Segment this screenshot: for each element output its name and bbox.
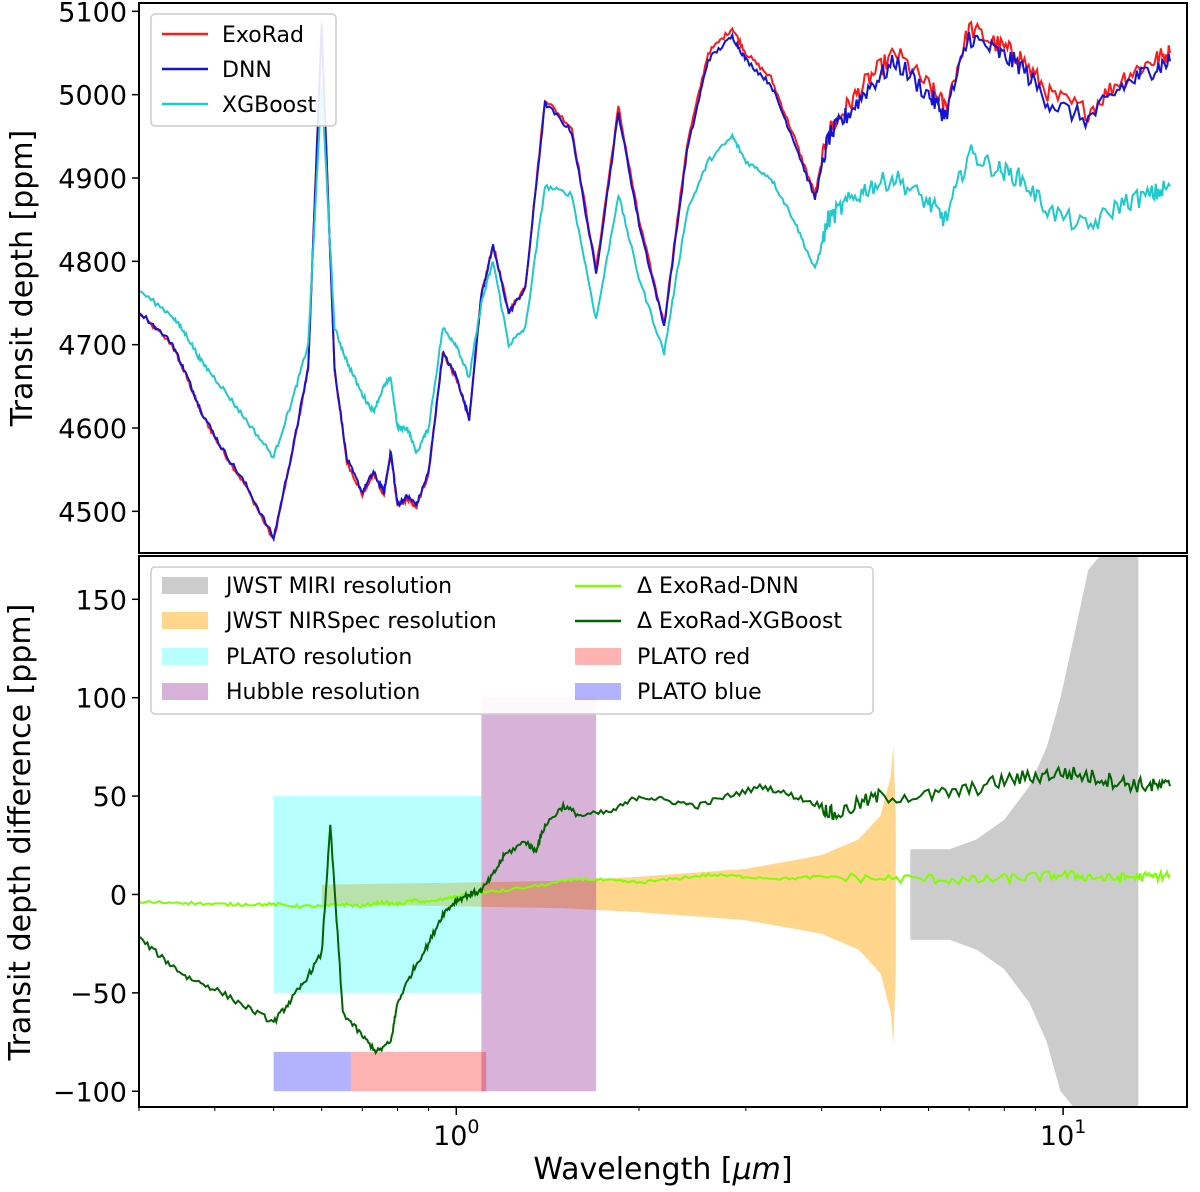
- legend-swatch-plato-blue: [575, 683, 621, 700]
- bottom-legend: JWST MIRI resolution JWST NIRSpec resolu…: [150, 566, 874, 715]
- x-axis-label-unit: μm: [732, 1152, 781, 1187]
- legend-label-plato: PLATO resolution: [226, 645, 412, 670]
- top-y-tick-label: 4900: [58, 164, 127, 195]
- band-plato-resolution: [273, 796, 482, 993]
- legend-swatch-plato-red: [575, 648, 621, 665]
- series-line-exorad-xgboost: [139, 765, 1171, 1056]
- bottom-legend-box: [150, 566, 874, 715]
- x-axis: 100 101: [138, 1107, 1086, 1152]
- top-y-tick-label: 5100: [58, 0, 127, 28]
- legend-swatch-nirspec: [162, 612, 208, 629]
- legend-label-plato-blue: PLATO blue: [637, 680, 762, 705]
- bottom-y-axis-label: Transit depth difference [ppm]: [3, 604, 38, 1062]
- legend-label-plato-red: PLATO red: [637, 645, 750, 670]
- band-hubble-resolution: [481, 697, 597, 1092]
- bottom-y-tick-label: 150: [75, 585, 127, 616]
- top-axes-frame: [138, 2, 1188, 554]
- x-axis-label: Wavelength [μm]: [533, 1152, 792, 1187]
- band-plato-blue: [273, 1051, 351, 1092]
- bottom-plot-area: [139, 765, 1171, 1056]
- x-tick-label: 100: [433, 1116, 479, 1152]
- bottom-bands: [273, 556, 1139, 1107]
- bottom-y-tick-label: 50: [93, 782, 127, 813]
- x-tick-label: 101: [1040, 1116, 1086, 1152]
- top-panel: 4500 4600 4700 4800 4900 5000 5100 Transit dep…: [5, 0, 1188, 554]
- band-jwst-nirspec-resolution: [321, 744, 896, 1044]
- legend-label-delta-dnn: Δ ExoRad-DNN: [637, 574, 799, 599]
- bottom-y-tick-label: −100: [53, 1077, 127, 1108]
- series-line-xgboost: [139, 87, 1171, 459]
- legend-label-xgboost: XGBoost: [222, 93, 317, 118]
- top-legend: ExoRad DNN XGBoost: [150, 13, 337, 127]
- bottom-axes-frame: [138, 555, 1188, 1108]
- legend-swatch-hubble: [162, 683, 208, 700]
- legend-swatch-plato: [162, 648, 208, 665]
- legend-label-hubble: Hubble resolution: [226, 680, 420, 705]
- bottom-panel: −100 −50 0 50 100 150 100 101 Transit depth di…: [3, 555, 1188, 1187]
- band-plato-red: [350, 1051, 487, 1092]
- top-y-axis: 4500 4600 4700 4800 4900 5000 5100: [58, 0, 139, 528]
- bottom-y-axis: −100 −50 0 50 100 150: [53, 585, 139, 1108]
- bottom-y-tick-label: 100: [75, 684, 127, 715]
- bottom-y-tick-label: −50: [70, 979, 127, 1010]
- top-y-axis-label: Transit depth [ppm]: [5, 130, 40, 427]
- legend-label-exorad: ExoRad: [222, 23, 304, 48]
- series-line-exorad-dnn: [139, 867, 1171, 909]
- legend-label-miri: JWST MIRI resolution: [224, 574, 452, 599]
- bottom-y-tick-label: 0: [110, 880, 127, 911]
- legend-label-delta-xgboost: Δ ExoRad-XGBoost: [637, 609, 842, 634]
- x-axis-label-close: ]: [781, 1152, 793, 1187]
- legend-label-dnn: DNN: [222, 58, 272, 83]
- top-legend-box: [150, 13, 337, 127]
- top-y-tick-label: 4700: [58, 331, 127, 362]
- top-y-tick-label: 4600: [58, 414, 127, 445]
- top-y-tick-label: 5000: [58, 81, 127, 112]
- band-jwst-miri-resolution: [910, 556, 1139, 1107]
- legend-swatch-miri: [162, 577, 208, 594]
- legend-label-nirspec: JWST NIRSpec resolution: [224, 609, 497, 634]
- top-y-tick-label: 4800: [58, 247, 127, 278]
- x-axis-label-text: Wavelength [: [533, 1152, 732, 1187]
- top-y-tick-label: 4500: [58, 497, 127, 528]
